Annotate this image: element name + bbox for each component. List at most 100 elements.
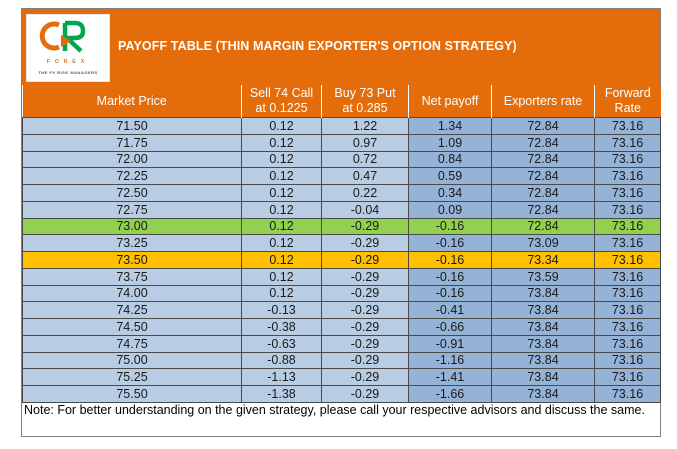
cell-sell-call: -0.63	[241, 334, 322, 353]
cell-buy-put: -0.04	[321, 200, 409, 219]
cell-market-price: 71.50	[22, 117, 242, 135]
cell-forward-rate: 73.16	[594, 217, 661, 236]
cell-net-payoff: 0.09	[408, 200, 492, 219]
table-row: 74.75 -0.63 -0.29 -0.91 73.84 73.16	[22, 334, 661, 353]
cell-market-price: 73.25	[22, 234, 242, 252]
table-row: 72.25 0.12 0.47 0.59 72.84 73.16	[22, 167, 661, 185]
cell-market-price: 75.50	[22, 385, 242, 403]
cell-buy-put: 0.97	[321, 133, 409, 152]
cell-net-payoff: 0.84	[408, 150, 492, 169]
logo-tagline: THE FX RISK MANAGERS	[38, 70, 98, 75]
cell-sell-call: 0.12	[241, 251, 322, 269]
cell-market-price: 75.00	[22, 351, 242, 370]
cell-forward-rate: 73.16	[594, 284, 661, 303]
table-header-row: Market Price Sell 74 Call at 0.1225 Buy 7…	[22, 85, 661, 118]
table-row: 75.25 -1.13 -0.29 -1.41 73.84 73.16	[22, 368, 661, 386]
cell-forward-rate: 73.16	[594, 334, 661, 353]
col-forward-rate: Forward Rate	[594, 85, 661, 118]
cell-forward-rate: 73.16	[594, 234, 661, 252]
cell-forward-rate: 73.16	[594, 351, 661, 370]
cell-forward-rate: 73.16	[594, 368, 661, 386]
cell-buy-put: 0.72	[321, 150, 409, 169]
cell-net-payoff: -0.66	[408, 318, 492, 336]
cell-market-price: 73.50	[22, 251, 242, 269]
col-buy-put: Buy 73 Put at 0.285	[321, 85, 409, 118]
cell-exporters-rate: 72.84	[491, 200, 595, 219]
table-body: 71.50 0.12 1.22 1.34 72.84 73.16 71.75 0.12 0.97…	[22, 117, 661, 403]
cell-sell-call: -1.38	[241, 385, 322, 403]
col-exporters-rate: Exporters rate	[491, 85, 595, 118]
cell-market-price: 72.00	[22, 150, 242, 169]
cell-net-payoff: -0.16	[408, 217, 492, 236]
cell-forward-rate: 73.16	[594, 200, 661, 219]
table-row: 74.50 -0.38 -0.29 -0.66 73.84 73.16	[22, 318, 661, 336]
cell-buy-put: -0.29	[321, 368, 409, 386]
cell-sell-call: 0.12	[241, 234, 322, 252]
table-row: 71.75 0.12 0.97 1.09 72.84 73.16	[22, 133, 661, 152]
cell-buy-put: -0.29	[321, 301, 409, 319]
cell-sell-call: -0.88	[241, 351, 322, 370]
cell-market-price: 74.50	[22, 318, 242, 336]
table-row: 73.00 0.12 -0.29 -0.16 72.84 73.16	[22, 217, 661, 236]
cell-exporters-rate: 72.84	[491, 217, 595, 236]
cell-forward-rate: 73.16	[594, 117, 661, 135]
payoff-table: Market Price Sell 74 Call at 0.1225 Buy 7…	[22, 85, 661, 403]
cell-exporters-rate: 72.84	[491, 117, 595, 135]
logo-wordmark: FOREX	[46, 59, 90, 65]
cell-exporters-rate: 72.84	[491, 150, 595, 169]
cell-exporters-rate: 73.84	[491, 284, 595, 303]
cell-market-price: 74.25	[22, 301, 242, 319]
header-banner: FOREX THE FX RISK MANAGERS PAYOFF TABLE …	[22, 9, 660, 85]
table-row: 72.00 0.12 0.72 0.84 72.84 73.16	[22, 150, 661, 169]
cell-net-payoff: -0.16	[408, 234, 492, 252]
cell-net-payoff: -1.16	[408, 351, 492, 370]
cell-buy-put: 1.22	[321, 117, 409, 135]
cell-market-price: 73.00	[22, 217, 242, 236]
cell-net-payoff: -0.41	[408, 301, 492, 319]
cell-forward-rate: 73.16	[594, 267, 661, 286]
cell-buy-put: -0.29	[321, 351, 409, 370]
col-net-payoff: Net payoff	[408, 85, 492, 118]
cell-market-price: 71.75	[22, 133, 242, 152]
cell-forward-rate: 73.16	[594, 184, 661, 202]
cell-market-price: 72.25	[22, 167, 242, 185]
payoff-table-card: FOREX THE FX RISK MANAGERS PAYOFF TABLE …	[21, 8, 661, 437]
cell-market-price: 74.75	[22, 334, 242, 353]
cell-net-payoff: -1.41	[408, 368, 492, 386]
cell-forward-rate: 73.16	[594, 167, 661, 185]
cell-buy-put: -0.29	[321, 251, 409, 269]
cell-buy-put: -0.29	[321, 284, 409, 303]
cell-net-payoff: 0.59	[408, 167, 492, 185]
cell-exporters-rate: 73.84	[491, 334, 595, 353]
cell-sell-call: 0.12	[241, 284, 322, 303]
cell-sell-call: -0.13	[241, 301, 322, 319]
table-row: 75.50 -1.38 -0.29 -1.66 73.84 73.16	[22, 385, 661, 403]
table-row: 72.50 0.12 0.22 0.34 72.84 73.16	[22, 184, 661, 202]
cell-buy-put: -0.29	[321, 217, 409, 236]
cell-forward-rate: 73.16	[594, 133, 661, 152]
cell-exporters-rate: 73.84	[491, 385, 595, 403]
cr-forex-logo: FOREX THE FX RISK MANAGERS	[26, 14, 110, 82]
cell-exporters-rate: 72.84	[491, 167, 595, 185]
cell-exporters-rate: 73.34	[491, 251, 595, 269]
cell-exporters-rate: 73.84	[491, 301, 595, 319]
table-row: 75.00 -0.88 -0.29 -1.16 73.84 73.16	[22, 351, 661, 370]
cell-sell-call: 0.12	[241, 150, 322, 169]
cell-sell-call: 0.12	[241, 184, 322, 202]
table-row: 73.75 0.12 -0.29 -0.16 73.59 73.16	[22, 267, 661, 286]
cell-sell-call: -1.13	[241, 368, 322, 386]
cell-exporters-rate: 73.84	[491, 368, 595, 386]
cell-exporters-rate: 73.59	[491, 267, 595, 286]
cell-net-payoff: -0.16	[408, 267, 492, 286]
footer-note: Note: For better understanding on the gi…	[24, 403, 645, 417]
cell-market-price: 74.00	[22, 284, 242, 303]
cell-forward-rate: 73.16	[594, 318, 661, 336]
cell-net-payoff: 0.34	[408, 184, 492, 202]
cell-buy-put: -0.29	[321, 318, 409, 336]
col-market-price: Market Price	[22, 85, 242, 118]
page-title: PAYOFF TABLE (THIN MARGIN EXPORTER'S OPT…	[118, 39, 517, 53]
cell-buy-put: -0.29	[321, 334, 409, 353]
cell-net-payoff: -1.66	[408, 385, 492, 403]
cell-exporters-rate: 73.09	[491, 234, 595, 252]
cell-sell-call: -0.38	[241, 318, 322, 336]
